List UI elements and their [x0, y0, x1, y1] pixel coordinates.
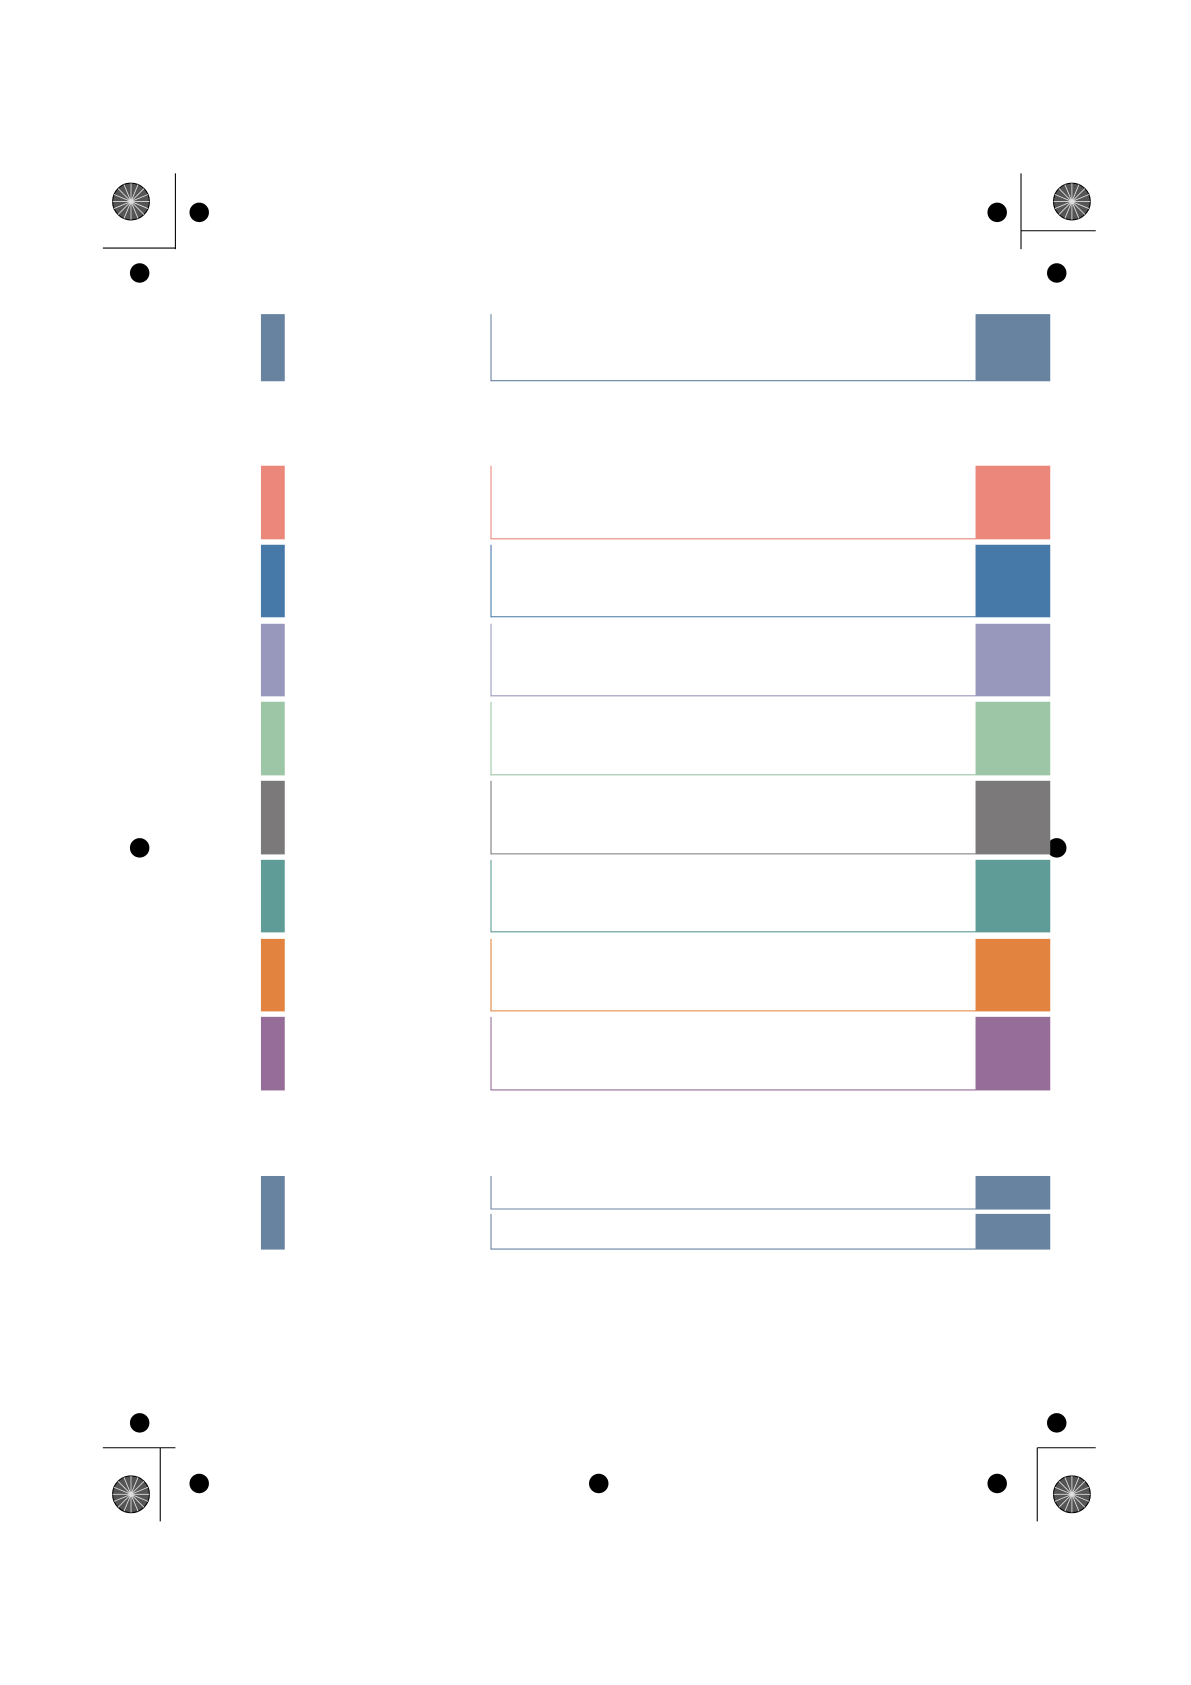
registration-marks: [90, 163, 1106, 1533]
row-tab: [260, 780, 285, 855]
section-tab: [260, 1175, 285, 1250]
page-number-block: [975, 1213, 1051, 1250]
page-number-block: [975, 780, 1051, 855]
page-number-block: [975, 1175, 1051, 1210]
page-number-block: [975, 314, 1051, 382]
page-number-block: [975, 859, 1051, 933]
row-tab: [260, 623, 285, 697]
row-tab: [260, 544, 285, 618]
row-tab: [260, 701, 285, 776]
target-marks: [112, 182, 1091, 1514]
page-number-block: [975, 938, 1051, 1012]
contents-tabs: [260, 314, 1051, 1250]
section-tab: [260, 314, 285, 382]
row-tab: [260, 1016, 285, 1091]
row-tab: [260, 465, 285, 540]
page-number-block: [975, 465, 1051, 540]
crop-marks: [102, 173, 1096, 1522]
row-tab: [260, 859, 285, 933]
page-number-block: [975, 701, 1051, 776]
row-tab: [260, 938, 285, 1012]
page-number-block: [975, 544, 1051, 618]
page-number-block: [975, 1016, 1051, 1091]
page-number-block: [975, 623, 1051, 697]
